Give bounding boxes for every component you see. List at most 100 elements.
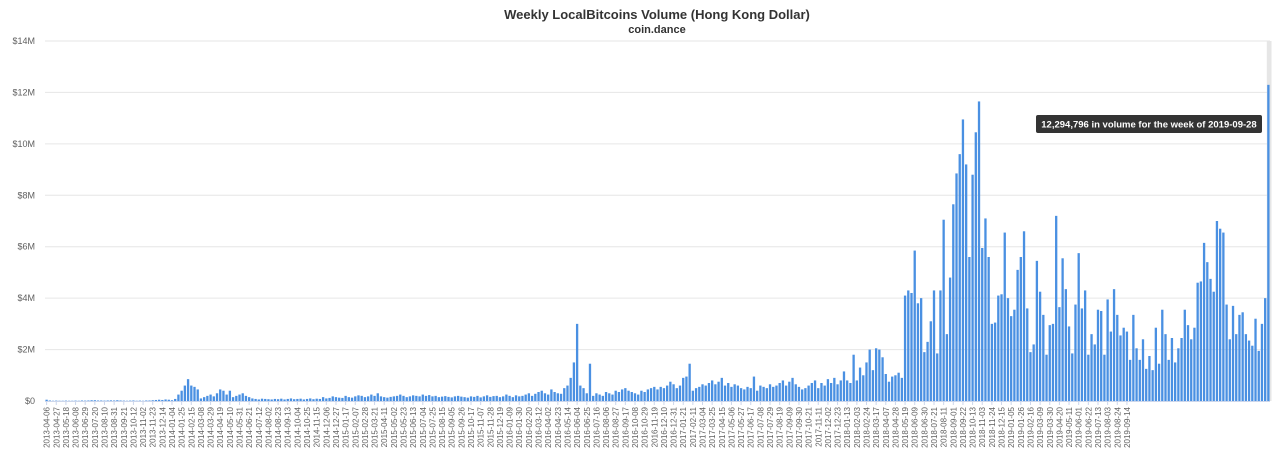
bar[interactable] (1193, 327, 1196, 401)
bar[interactable] (466, 397, 469, 401)
bar[interactable] (238, 394, 241, 401)
bar[interactable] (797, 386, 801, 401)
bar[interactable] (203, 397, 206, 401)
bar[interactable] (254, 398, 257, 401)
bar[interactable] (1122, 327, 1125, 401)
bar[interactable] (1222, 232, 1225, 401)
bar[interactable] (96, 400, 100, 401)
bar[interactable] (678, 385, 682, 401)
bar[interactable] (572, 362, 576, 401)
bar[interactable] (768, 384, 772, 401)
bar[interactable] (1029, 352, 1032, 401)
bar[interactable] (219, 389, 222, 401)
bar[interactable] (948, 277, 952, 401)
bar[interactable] (566, 385, 569, 401)
bar[interactable] (945, 334, 949, 401)
bar[interactable] (1219, 228, 1222, 401)
bar[interactable] (1026, 308, 1029, 401)
bar[interactable] (1231, 305, 1235, 401)
bar[interactable] (347, 397, 350, 401)
bar[interactable] (270, 399, 273, 401)
bar[interactable] (595, 393, 598, 401)
bar[interactable] (1006, 298, 1010, 401)
bar[interactable] (424, 395, 428, 401)
bar[interactable] (965, 164, 968, 401)
bar[interactable] (903, 295, 907, 401)
bar[interactable] (1032, 344, 1035, 401)
bar[interactable] (575, 323, 579, 401)
bar[interactable] (736, 385, 740, 401)
bar[interactable] (1055, 215, 1058, 401)
bar[interactable] (479, 397, 482, 401)
bar[interactable] (1013, 309, 1016, 401)
bar[interactable] (823, 385, 826, 401)
bar[interactable] (289, 398, 293, 401)
bar[interactable] (627, 390, 630, 401)
bar[interactable] (1238, 314, 1241, 401)
bar[interactable] (1141, 339, 1145, 401)
bar[interactable] (119, 400, 122, 401)
bar[interactable] (283, 399, 286, 401)
bar[interactable] (1199, 281, 1203, 401)
bar[interactable] (1112, 289, 1116, 401)
bar[interactable] (1235, 334, 1238, 401)
bar[interactable] (987, 257, 990, 401)
bar[interactable] (614, 390, 617, 401)
bar[interactable] (1196, 282, 1199, 401)
bar[interactable] (222, 390, 225, 401)
bar[interactable] (482, 396, 486, 401)
bar[interactable] (132, 400, 135, 401)
bar[interactable] (781, 380, 785, 401)
bar[interactable] (386, 397, 389, 401)
bar[interactable] (48, 400, 51, 401)
bar[interactable] (952, 204, 955, 401)
bar[interactable] (338, 397, 341, 401)
bar[interactable] (887, 381, 891, 401)
bar[interactable] (971, 174, 974, 401)
bar[interactable] (312, 399, 315, 401)
bar[interactable] (447, 396, 450, 401)
bar[interactable] (598, 394, 601, 401)
bar[interactable] (379, 396, 383, 401)
bar[interactable] (376, 393, 379, 401)
bar[interactable] (711, 380, 714, 401)
bar[interactable] (161, 399, 164, 401)
bar[interactable] (701, 384, 704, 401)
bar[interactable] (1241, 312, 1244, 401)
bar[interactable] (1145, 368, 1148, 401)
bar[interactable] (778, 383, 781, 401)
bar[interactable] (174, 398, 177, 401)
bar[interactable] (1173, 362, 1177, 401)
bar[interactable] (990, 323, 994, 401)
bar[interactable] (511, 397, 514, 401)
bar[interactable] (556, 393, 559, 401)
bar[interactable] (852, 354, 855, 401)
bar[interactable] (267, 399, 270, 401)
bar[interactable] (315, 398, 318, 401)
bar[interactable] (981, 248, 984, 401)
bar[interactable] (299, 398, 302, 401)
bar[interactable] (280, 398, 283, 401)
bar[interactable] (235, 395, 238, 401)
bar[interactable] (746, 386, 749, 401)
bar[interactable] (756, 390, 759, 401)
bar[interactable] (328, 397, 331, 401)
bar[interactable] (309, 398, 312, 401)
bar[interactable] (1202, 242, 1206, 401)
bar[interactable] (383, 397, 386, 401)
bar[interactable] (846, 380, 849, 401)
bar[interactable] (550, 389, 553, 401)
bar[interactable] (1077, 253, 1080, 401)
bar[interactable] (415, 395, 418, 401)
bar[interactable] (251, 398, 254, 401)
bar[interactable] (543, 393, 547, 401)
bar[interactable] (1132, 314, 1135, 401)
bar[interactable] (865, 362, 868, 401)
bar[interactable] (116, 400, 119, 401)
bar[interactable] (862, 375, 865, 401)
bar[interactable] (1244, 334, 1248, 401)
bar[interactable] (720, 377, 723, 401)
bar[interactable] (646, 389, 650, 401)
bar[interactable] (244, 395, 248, 401)
bar[interactable] (434, 395, 437, 401)
